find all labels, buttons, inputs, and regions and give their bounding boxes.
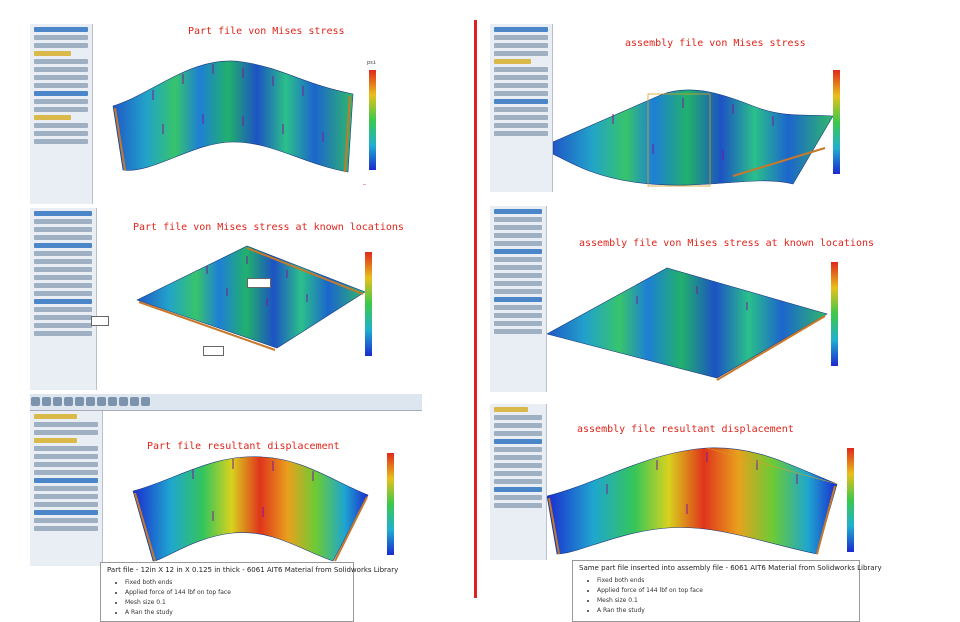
component-bbox: [647, 93, 711, 187]
step-item: Mesh size 0.1: [597, 597, 859, 607]
color-legend: [369, 70, 376, 170]
stress-plot-part: [112, 60, 354, 173]
viewport-title: Part file von Mises stress: [188, 26, 345, 37]
graphics-viewport[interactable]: assembly file von Mises stress: [553, 24, 888, 192]
viewport-title: Part file resultant displacement: [147, 441, 340, 452]
panel-part-stress-known: Part file von Mises stress at known loca…: [30, 208, 420, 390]
probe-label: [203, 346, 225, 356]
part-description: Part file - 12in X 12 in X 0.125 in thic…: [100, 562, 399, 622]
study-steps: Fixed both ends Applied force of 144 lbf…: [101, 579, 353, 619]
panel-divider: [474, 20, 477, 598]
description-heading: Same part file inserted into assembly fi…: [579, 564, 882, 572]
color-legend: [831, 262, 838, 366]
feature-tree[interactable]: [30, 24, 93, 204]
step-item: Applied force of 144 lbf on top face: [125, 589, 353, 599]
panel-assembly-stress-known: assembly file von Mises stress at known …: [490, 206, 888, 392]
property-manager[interactable]: [30, 208, 97, 390]
yield-marker: —: [363, 182, 367, 188]
step-item: A Ran the study: [125, 609, 353, 619]
study-steps: Fixed both ends Applied force of 144 lbf…: [573, 577, 859, 617]
panel-part-displacement: Part file resultant displacement: [30, 394, 422, 566]
step-item: Mesh size 0.1: [125, 599, 353, 609]
probe-label: [91, 316, 110, 326]
feature-tree[interactable]: [490, 404, 547, 560]
step-item: A Ran the study: [597, 607, 859, 617]
graphics-viewport[interactable]: assembly file resultant displacement: [547, 404, 888, 560]
color-legend: [833, 70, 840, 174]
color-legend: [387, 453, 394, 555]
displacement-plot-part: [132, 456, 369, 562]
command-manager[interactable]: [30, 394, 422, 411]
panel-part-stress: Part file von Mises stress psi —: [30, 24, 420, 204]
viewport-title: assembly file von Mises stress: [625, 38, 806, 49]
panel-assembly-stress: assembly file von Mises stress: [490, 24, 888, 192]
feature-tree[interactable]: [490, 24, 553, 192]
viewport-title: Part file von Mises stress at known loca…: [133, 222, 404, 233]
graphics-viewport[interactable]: Part file von Mises stress at known loca…: [91, 208, 420, 390]
viewport-title: assembly file resultant displacement: [577, 424, 794, 435]
stress-plot-part-known: [136, 245, 366, 351]
graphics-viewport[interactable]: assembly file von Mises stress at known …: [547, 206, 888, 392]
probe-label: [247, 278, 272, 288]
load-arrows: [152, 64, 324, 142]
graphics-viewport[interactable]: Part file von Mises stress psi —: [93, 24, 420, 204]
displacement-plot-assembly: [547, 447, 838, 555]
viewport-title: assembly file von Mises stress at known …: [579, 238, 875, 249]
fixtures: [114, 95, 351, 173]
stress-plot-assembly-known: [547, 267, 828, 381]
description-heading: Part file - 12in X 12 in X 0.125 in thic…: [107, 566, 399, 574]
step-item: Applied force of 144 lbf on top face: [597, 587, 859, 597]
graphics-viewport[interactable]: Part file resultant displacement: [103, 411, 422, 566]
legend-title: psi: [367, 60, 377, 66]
step-item: Fixed both ends: [597, 577, 859, 587]
color-legend: [365, 252, 372, 356]
assembly-description: Same part file inserted into assembly fi…: [572, 560, 882, 622]
stress-plot-assembly: [553, 89, 834, 187]
color-legend: [847, 448, 854, 552]
feature-tree[interactable]: [30, 411, 103, 566]
property-manager[interactable]: [490, 206, 547, 392]
panel-assembly-displacement: assembly file resultant displacement: [490, 404, 888, 560]
step-item: Fixed both ends: [125, 579, 353, 589]
